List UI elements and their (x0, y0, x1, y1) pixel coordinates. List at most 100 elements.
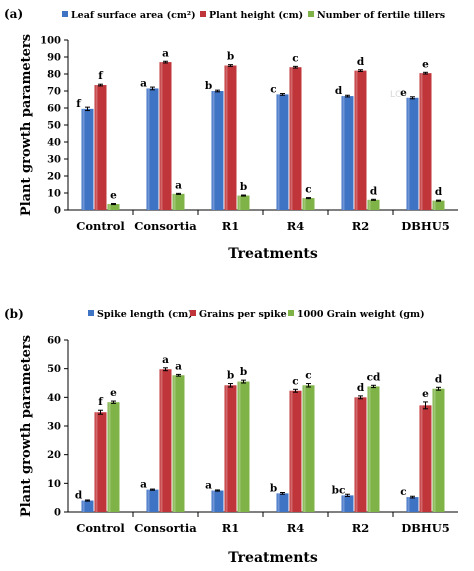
bar (289, 67, 302, 210)
watermark: LC (390, 90, 401, 100)
y-tick-label: 80 (47, 70, 61, 81)
legend-swatch (62, 11, 68, 17)
bar (159, 369, 172, 512)
y-tick-label: 10 (47, 479, 61, 490)
significance-letter: f (98, 396, 104, 408)
panel-a-growth-chart: (a) Leaf surface area (cm²) Plant height (… (4, 7, 458, 262)
bar-highlight (407, 497, 410, 512)
significance-letter: d (435, 186, 443, 198)
significance-letter: c (305, 184, 311, 196)
y-tick-label: 0 (54, 206, 61, 217)
y-tick-label: 40 (47, 393, 61, 404)
x-tick-label: R2 (352, 219, 370, 233)
bar (211, 490, 224, 512)
bar (146, 88, 159, 210)
bar-highlight (342, 495, 345, 512)
bar-highlight (147, 88, 150, 210)
bar (107, 402, 120, 512)
panel-label: (a) (4, 7, 23, 21)
y-tick-label: 60 (47, 104, 61, 115)
bar-highlight (355, 397, 358, 512)
bar (159, 62, 172, 210)
y-tick-label: 30 (47, 422, 61, 433)
bar-highlight (355, 70, 358, 210)
bar (302, 198, 315, 210)
significance-letter: e (400, 87, 407, 99)
bar (237, 381, 250, 512)
significance-letter: b (227, 370, 234, 382)
bar (367, 199, 380, 210)
bar-highlight (173, 375, 176, 512)
significance-letter: b (240, 181, 247, 193)
bar (341, 495, 354, 512)
significance-letter: f (76, 98, 82, 110)
bar-highlight (238, 381, 241, 512)
significance-letter: e (422, 58, 429, 70)
bar (146, 489, 159, 512)
x-tick-label: R1 (222, 521, 240, 535)
x-tick-label: Control (76, 219, 125, 233)
x-tick-label: DBHU5 (401, 521, 450, 535)
significance-letter: a (162, 354, 169, 366)
significance-letter: e (110, 387, 117, 399)
panel-label: (b) (4, 307, 24, 321)
significance-letter: b (240, 366, 247, 378)
x-tick-label: R4 (287, 219, 305, 233)
significance-letter: b (227, 51, 234, 63)
significance-letter: b (205, 80, 212, 92)
bar (302, 385, 315, 512)
significance-letter: d (435, 373, 443, 385)
y-tick-label: 70 (47, 87, 61, 98)
bar-highlight (147, 489, 150, 512)
legend-swatch (308, 11, 314, 17)
bar-highlight (238, 195, 241, 210)
bar-highlight (290, 390, 293, 512)
bar-highlight (160, 369, 163, 512)
bar (94, 85, 107, 210)
bar-highlight (303, 198, 306, 210)
significance-letter: f (98, 70, 104, 82)
x-axis-label: Treatments (228, 246, 318, 262)
bar (237, 195, 250, 210)
legend-label: Plant height (cm) (209, 10, 303, 21)
bar (81, 108, 94, 210)
y-tick-label: 50 (47, 364, 61, 375)
x-tick-label: R2 (352, 521, 370, 535)
bar-highlight (82, 500, 85, 512)
bar (289, 390, 302, 512)
y-tick-label: 10 (47, 189, 61, 200)
bar (224, 385, 237, 512)
x-tick-label: DBHU5 (401, 219, 450, 233)
significance-letter: d (335, 85, 343, 97)
bar (406, 97, 419, 210)
bar-highlight (108, 204, 111, 210)
bar (172, 193, 185, 210)
bar (367, 386, 380, 512)
significance-letter: a (140, 77, 147, 89)
y-tick-label: 50 (47, 121, 61, 132)
bar (276, 94, 289, 210)
y-tick-label: 20 (47, 450, 61, 461)
legend-swatch (88, 310, 94, 316)
bar (276, 493, 289, 512)
bar-highlight (95, 85, 98, 210)
legend-swatch (288, 310, 294, 316)
significance-letter: e (110, 190, 117, 202)
bar (354, 397, 367, 512)
bar-highlight (225, 385, 228, 512)
legend-swatch (200, 11, 206, 17)
bar-highlight (433, 388, 436, 512)
bar-highlight (407, 97, 410, 210)
bar (172, 375, 185, 512)
significance-letter: cd (367, 371, 381, 383)
bar (107, 204, 120, 210)
bar (419, 405, 432, 512)
y-tick-label: 20 (47, 172, 61, 183)
y-tick-label: 90 (47, 53, 61, 64)
bar-highlight (108, 402, 111, 512)
bar (211, 91, 224, 210)
bar-highlight (82, 108, 85, 210)
significance-letter: a (162, 47, 169, 59)
bar-highlight (342, 96, 345, 210)
